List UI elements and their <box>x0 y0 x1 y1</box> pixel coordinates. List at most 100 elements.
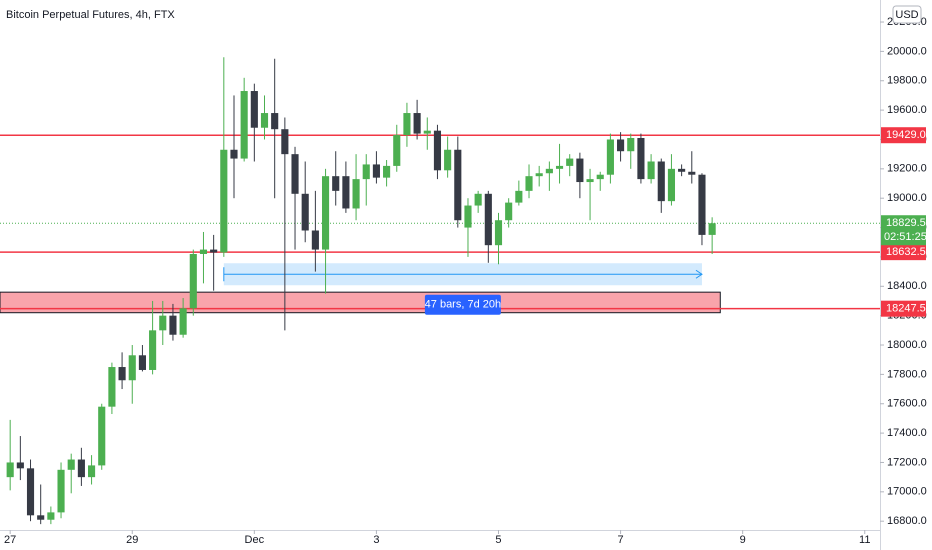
y-tick-label: 20000.0 <box>887 45 927 57</box>
x-tick-label: 7 <box>618 534 624 546</box>
candle-body <box>6 462 14 478</box>
level-price-label: 18247.5 <box>886 303 926 315</box>
y-tick-label: 16800.0 <box>887 515 927 527</box>
candle-body <box>16 462 24 469</box>
candle-body <box>98 406 106 466</box>
y-tick-label: 19600.0 <box>887 104 927 116</box>
candle-body <box>26 468 35 516</box>
candle-body <box>118 367 126 381</box>
candle-body <box>88 465 96 478</box>
level-price-label: 18632.5 <box>886 246 926 258</box>
candle-body <box>617 139 625 152</box>
candle-body <box>342 176 350 209</box>
countdown-label: 02:51:25 <box>884 231 927 243</box>
candle-body <box>627 138 635 152</box>
candle-body <box>138 355 146 370</box>
y-tick-label: 17200.0 <box>887 456 927 468</box>
level-price-box <box>881 127 926 144</box>
candle-body <box>403 113 411 136</box>
x-tick-label: 27 <box>4 534 16 546</box>
level-price-label: 19429.0 <box>886 129 926 141</box>
candle-body <box>230 149 238 159</box>
x-tick-label: 9 <box>740 534 746 546</box>
candle-body <box>413 113 421 134</box>
candle-body <box>494 220 503 246</box>
candle-body <box>250 91 258 128</box>
currency-box[interactable] <box>892 5 922 24</box>
candle-body <box>525 176 533 191</box>
x-tick-label: Dec <box>245 534 265 546</box>
candle-body <box>515 190 523 203</box>
candle-body <box>474 193 482 206</box>
date-range-label: 47 bars, 7d 20h <box>425 299 501 311</box>
zone <box>0 291 721 314</box>
candle-body <box>57 469 65 513</box>
y-tick-label: 17800.0 <box>887 368 927 380</box>
candle-body <box>240 91 248 159</box>
y-tick-label: 18400.0 <box>887 280 927 292</box>
candle-body <box>576 158 584 183</box>
candle-body <box>555 165 564 169</box>
y-tick-label: 18000.0 <box>887 339 927 351</box>
candle-body <box>444 149 452 171</box>
date-range-label-box <box>424 294 501 315</box>
candle-body <box>423 130 431 134</box>
chart-title: Bitcoin Perpetual Futures, 4h, FTX <box>6 9 175 21</box>
currency-label[interactable]: USD <box>895 9 918 21</box>
candle-body <box>210 249 218 253</box>
candle-body <box>332 176 340 191</box>
candle-body <box>606 139 614 175</box>
candle-body <box>352 179 360 209</box>
candle-body <box>321 176 330 250</box>
candle-body <box>179 308 187 335</box>
candle-body <box>698 174 706 235</box>
candle-body <box>108 367 116 407</box>
y-tick-label: 17000.0 <box>887 486 927 498</box>
level-price-box <box>881 244 926 261</box>
candle-body <box>433 130 442 171</box>
candle-body <box>657 161 665 202</box>
candle-body <box>159 315 167 331</box>
candle-body <box>260 113 269 128</box>
y-tick-label: 19200.0 <box>887 163 927 175</box>
y-tick-label: 17400.0 <box>887 427 927 439</box>
candle-body <box>199 249 208 254</box>
candle-body <box>454 149 462 221</box>
candle-body <box>128 355 136 381</box>
candle-body <box>220 149 228 253</box>
candle-body <box>271 113 279 130</box>
candle-body <box>688 171 696 175</box>
candle-body <box>67 459 75 470</box>
candle-body <box>189 253 197 309</box>
candle-body <box>678 168 686 172</box>
candle-body <box>393 135 401 166</box>
candle-body <box>149 330 157 370</box>
date-range-arrowhead <box>695 269 703 279</box>
candle-body <box>301 193 309 231</box>
x-tick-label: 29 <box>126 534 138 546</box>
candle-body <box>545 168 553 174</box>
candle-body <box>535 173 543 177</box>
x-tick-label: 3 <box>373 534 379 546</box>
candle-body <box>484 193 492 246</box>
y-tick-label: 19800.0 <box>887 75 927 87</box>
candle-body <box>372 164 380 178</box>
candle-body <box>281 129 289 155</box>
candle-body <box>505 202 513 221</box>
candle-body <box>291 154 299 194</box>
candle-body <box>596 174 604 180</box>
candle-body <box>77 459 85 478</box>
candle-body <box>311 230 319 250</box>
candle-body <box>637 138 645 180</box>
candle-body <box>566 158 574 166</box>
last-price-box <box>881 215 926 246</box>
candle-body <box>47 512 55 520</box>
candle-body <box>708 223 716 235</box>
y-tick-label: 19000.0 <box>887 192 927 204</box>
x-tick-label: 5 <box>495 534 501 546</box>
x-tick-label: 11 <box>859 534 870 546</box>
candle-body <box>37 515 45 520</box>
candle-body <box>586 179 594 183</box>
